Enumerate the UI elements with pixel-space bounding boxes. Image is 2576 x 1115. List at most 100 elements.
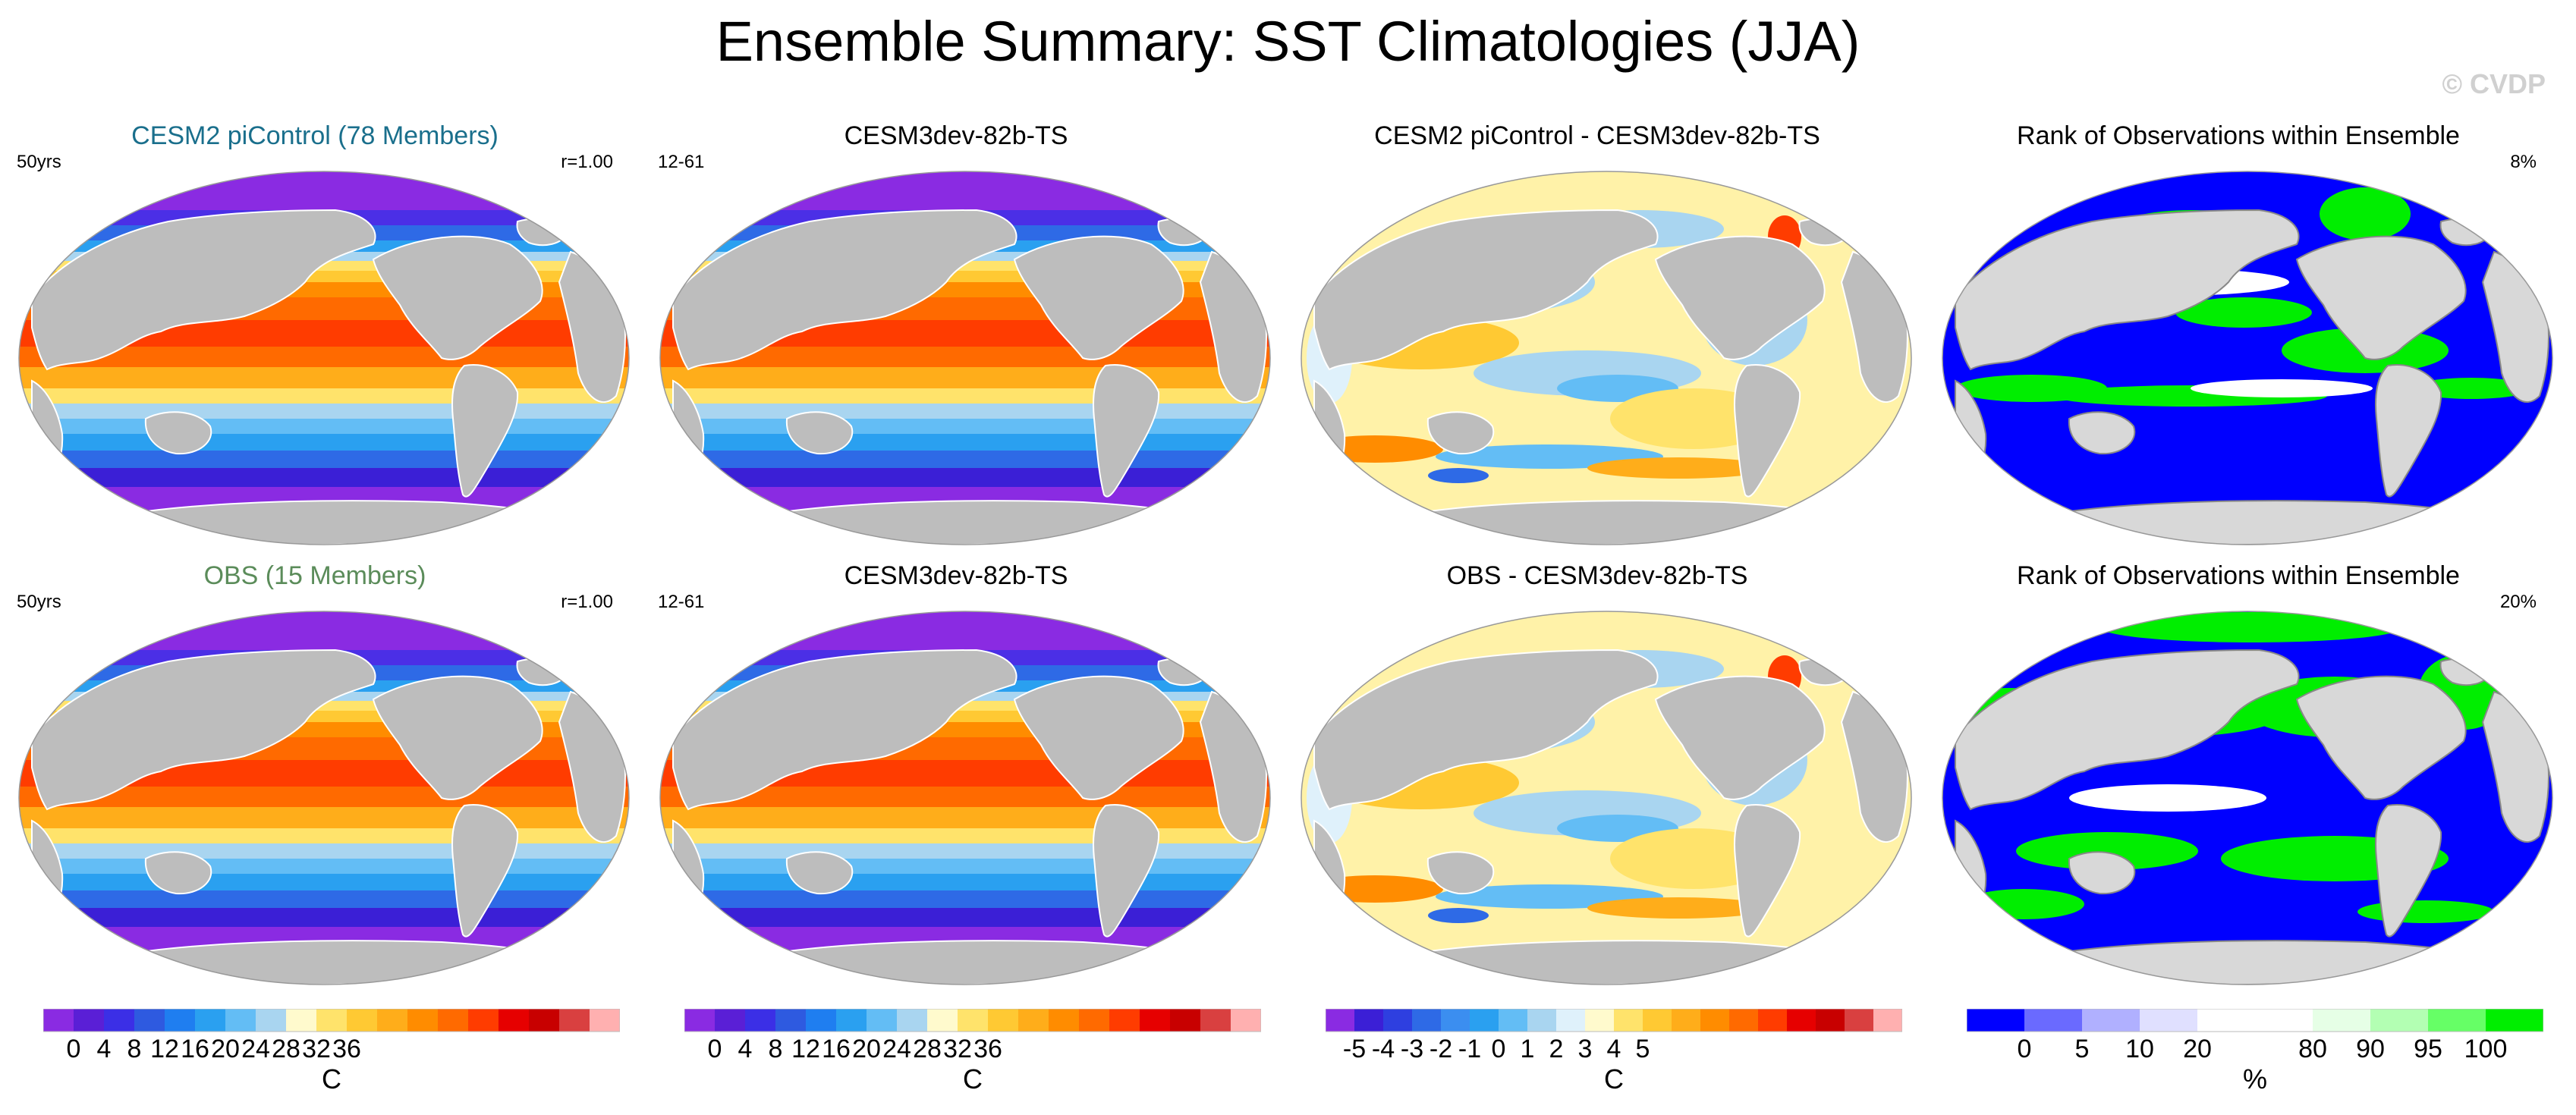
colorbar-swatch-1 bbox=[74, 1009, 105, 1032]
panel-2: CESM3dev-82b-TS 12-61 bbox=[641, 121, 1271, 546]
colorbar-swatch-4 bbox=[165, 1009, 196, 1032]
sst-band-10 bbox=[19, 347, 629, 367]
colorbar-swatch-15 bbox=[499, 1009, 530, 1032]
colorbar-tick-label: -2 bbox=[1430, 1035, 1452, 1062]
rank-high-region-4 bbox=[2016, 832, 2198, 870]
sst-band-16 bbox=[19, 890, 629, 908]
colorbar-tick-label: 28 bbox=[272, 1035, 300, 1062]
south-america-landmass bbox=[1733, 364, 1801, 498]
asia-europe-africa-landmass bbox=[31, 209, 376, 371]
sst-band-17 bbox=[660, 468, 1270, 487]
colorbar-units: C bbox=[963, 1063, 983, 1095]
anomaly-blob-9 bbox=[1587, 457, 1769, 479]
colorbar-tick-label: 95 bbox=[2414, 1035, 2442, 1062]
colorbar-swatch-9 bbox=[316, 1009, 348, 1032]
sst-band-12 bbox=[19, 828, 629, 843]
asia-europe-africa-landmass bbox=[31, 649, 376, 811]
colorbar-swatch-13 bbox=[1079, 1009, 1110, 1032]
colorbar-tick-label: 20 bbox=[852, 1035, 881, 1062]
colorbar-swatch-0 bbox=[1967, 1009, 2025, 1032]
antarctica-landmass bbox=[769, 500, 1206, 545]
colorbar-tick-label: 12 bbox=[791, 1035, 820, 1062]
colorbar-swatch-18 bbox=[590, 1009, 620, 1032]
colorbar-swatch-10 bbox=[1614, 1009, 1643, 1032]
colorbar-swatch-5 bbox=[1470, 1009, 1499, 1032]
colorbar-swatch-1 bbox=[715, 1009, 746, 1032]
sst-band-10 bbox=[660, 347, 1270, 367]
colorbar-swatch-17 bbox=[1200, 1009, 1231, 1032]
colorbar-swatch-1 bbox=[1354, 1009, 1384, 1032]
colorbar-swatch-12 bbox=[407, 1009, 439, 1032]
south-america-landmass bbox=[1092, 364, 1160, 498]
panel-title: CESM2 piControl - CESM3dev-82b-TS bbox=[1374, 121, 1820, 150]
map-boundary bbox=[18, 611, 630, 985]
panel-percentage: 20% bbox=[2499, 592, 2537, 612]
panel-3: CESM2 piControl - CESM3dev-82b-TS bbox=[1282, 121, 1912, 546]
colorbar-swatch-8 bbox=[286, 1009, 317, 1032]
colorbar-swatch-7 bbox=[897, 1009, 928, 1032]
colorbar-swatch-11 bbox=[377, 1009, 408, 1032]
colorbar-swatches: -5 -4 -3 -2 -1 0 1 2 3 4 5 bbox=[1326, 1009, 1902, 1062]
colorbar-tick-label: 0 bbox=[67, 1035, 81, 1062]
colorbar-swatch-13 bbox=[1700, 1009, 1730, 1032]
south-america-landmass bbox=[451, 804, 519, 938]
sst-band-17 bbox=[19, 908, 629, 927]
colorbar-tick-label: 36 bbox=[973, 1035, 1002, 1062]
colorbar-frame bbox=[43, 1009, 620, 1032]
antarctica-landmass bbox=[128, 500, 565, 545]
colorbar-swatch-6 bbox=[225, 1009, 256, 1032]
panel-title: CESM2 piControl (78 Members) bbox=[131, 121, 499, 150]
colorbar-swatch-16 bbox=[529, 1009, 560, 1032]
colorbar-tick-label: 5 bbox=[1636, 1035, 1650, 1062]
colorbar-tick-label: 0 bbox=[2018, 1035, 2032, 1062]
sst-band-10 bbox=[660, 787, 1270, 807]
colorbar-swatches: 0 4 8 12 16 20 24 28 32 36 bbox=[43, 1009, 620, 1062]
colorbar-tick-label: -4 bbox=[1372, 1035, 1395, 1062]
north-america-landmass bbox=[1013, 675, 1184, 800]
antarctica-landmass bbox=[769, 940, 1206, 985]
sst-band-14 bbox=[19, 859, 629, 874]
panel-period: 50yrs bbox=[17, 592, 61, 612]
south-america-landmass bbox=[451, 364, 519, 498]
colorbar-swatch-6 bbox=[2313, 1009, 2371, 1032]
sst-band-13 bbox=[19, 843, 629, 859]
north-america-landmass bbox=[2295, 235, 2467, 360]
antarctica-landmass bbox=[1411, 940, 1848, 985]
colorbar-swatch-13 bbox=[438, 1009, 469, 1032]
colorbar-swatch-17 bbox=[1816, 1009, 1845, 1032]
panel-correlation: r=1.00 bbox=[561, 592, 613, 612]
colorbar-swatch-5 bbox=[2255, 1009, 2313, 1032]
rank-middle-region-1 bbox=[2191, 379, 2373, 397]
colorbar-tick-label: 3 bbox=[1578, 1035, 1593, 1062]
australia-landmass bbox=[785, 851, 854, 895]
colorbar-swatch-2 bbox=[745, 1009, 776, 1032]
colorbar-swatch-4 bbox=[2197, 1009, 2256, 1032]
colorbar-swatch-3 bbox=[1412, 1009, 1442, 1032]
colorbar-swatch-9 bbox=[1585, 1009, 1615, 1032]
sst-band-15 bbox=[660, 874, 1270, 890]
sst-band-15 bbox=[19, 874, 629, 890]
colorbar-frame bbox=[684, 1009, 1261, 1032]
panel-title: Rank of Observations within Ensemble bbox=[2017, 121, 2460, 150]
sst-band-15 bbox=[19, 434, 629, 451]
asia-europe-africa-landmass bbox=[1313, 649, 1659, 811]
anomaly-blob-7 bbox=[1307, 875, 1443, 903]
sst-band-0 bbox=[660, 171, 1270, 210]
rank-high-region-1 bbox=[2320, 187, 2411, 240]
panel-4: Rank of Observations within Ensemble 8% bbox=[1923, 121, 2553, 546]
colorbar-swatch-4 bbox=[806, 1009, 837, 1032]
copyright-watermark: © CVDP bbox=[2442, 68, 2546, 99]
colorbar-tick-label: 32 bbox=[302, 1035, 331, 1062]
panel-correlation: r=1.00 bbox=[561, 152, 613, 172]
sst-map bbox=[18, 611, 630, 985]
colorbar-swatch-6 bbox=[867, 1009, 898, 1032]
colorbar-swatch-15 bbox=[1140, 1009, 1171, 1032]
sst-band-12 bbox=[660, 388, 1270, 404]
south-america-landmass bbox=[2374, 364, 2442, 498]
colorbar-swatch-14 bbox=[1109, 1009, 1140, 1032]
colorbar-tick-label: 4 bbox=[738, 1035, 753, 1062]
colorbar-swatch-9 bbox=[2486, 1009, 2543, 1032]
colorbar-swatch-2 bbox=[2082, 1009, 2140, 1032]
sst-band-16 bbox=[19, 451, 629, 468]
rank-high-region-7 bbox=[2099, 612, 2403, 642]
